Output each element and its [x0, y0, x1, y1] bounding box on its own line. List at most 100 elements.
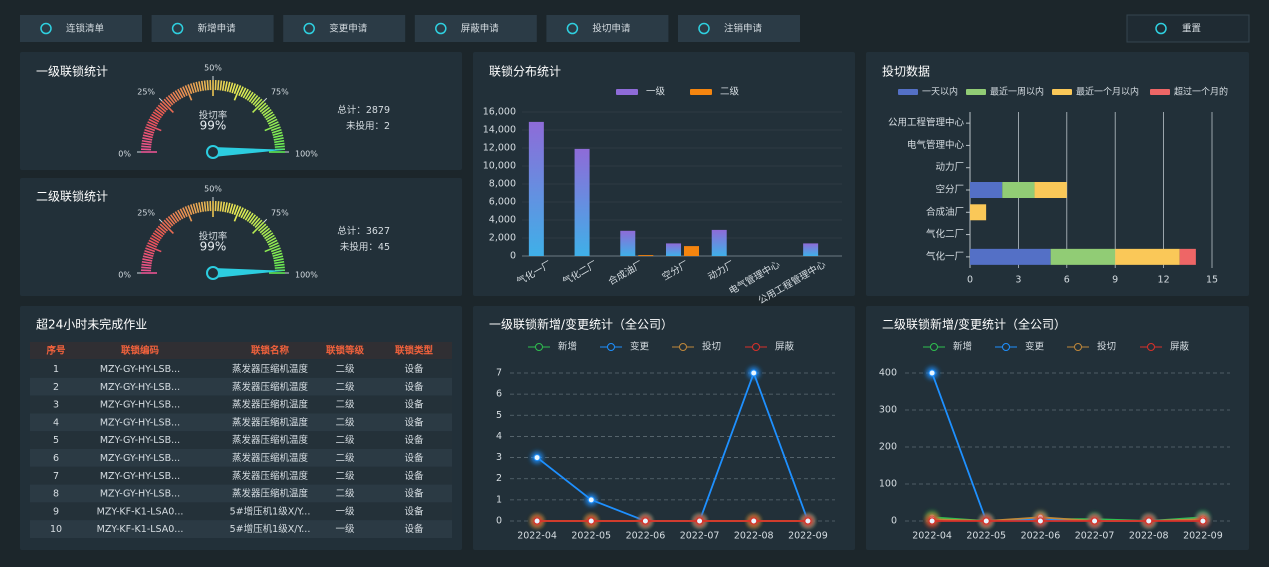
x-tick-label: 2022-06 — [1021, 531, 1061, 542]
button-label[interactable]: 屏蔽申请 — [461, 23, 500, 35]
gauge-band — [144, 128, 155, 134]
chart-title: 一级联锁统计 — [36, 64, 108, 79]
gauge-band — [254, 219, 263, 229]
gauge-band — [240, 87, 247, 98]
gauge-band — [142, 258, 153, 262]
gauge-band — [146, 123, 162, 132]
chart-title: 联锁分布统计 — [489, 64, 561, 79]
legend-label: 一天以内 — [922, 86, 958, 98]
button-label[interactable]: 新增申请 — [198, 23, 237, 35]
gauge-tick — [263, 97, 268, 102]
legend-label: 一级 — [646, 86, 666, 98]
y-tick-label: 14,000 — [483, 125, 516, 136]
gauge-band — [148, 239, 159, 246]
gauge-band — [219, 201, 223, 212]
gauge-band — [142, 134, 153, 139]
gauge-band — [270, 126, 281, 132]
gauge-band — [250, 215, 259, 225]
gauge-band — [250, 94, 259, 104]
gauge-band — [145, 126, 156, 132]
button-label[interactable]: 注销申请 — [724, 23, 763, 35]
gauge-band — [200, 201, 205, 212]
gauge-tick-label: 75% — [271, 209, 289, 218]
panel — [866, 306, 1249, 550]
x-tick-label: 2022-04 — [912, 531, 952, 542]
data-point — [533, 517, 541, 525]
legend-marker — [1002, 343, 1010, 351]
bar — [620, 230, 636, 256]
bar-segment — [1115, 248, 1180, 265]
table-cell: 设备 — [404, 434, 424, 446]
gauge-band — [159, 102, 169, 111]
gauge-band — [252, 100, 265, 113]
button-label[interactable]: 连锁清单 — [66, 23, 105, 35]
gauge-band — [206, 201, 209, 212]
legend-marker — [607, 343, 615, 351]
table-row — [30, 360, 452, 378]
table-cell: MZY-GY-HY-LSB... — [100, 489, 180, 500]
button-label[interactable]: 投切申请 — [592, 23, 631, 35]
gauge-band — [248, 93, 256, 103]
reset-button[interactable] — [1126, 14, 1250, 43]
legend-marker — [930, 343, 938, 351]
gauge-band — [141, 266, 152, 269]
gauge-band — [264, 111, 274, 119]
table-cell: 二级 — [335, 470, 355, 482]
y-tick-label: 400 — [879, 368, 897, 379]
gauge-band — [224, 81, 228, 92]
gauge-band — [152, 232, 162, 240]
gauge-band — [163, 219, 172, 229]
header-cell: 序号 — [46, 345, 66, 357]
x-tick-label: 2022-09 — [1183, 531, 1223, 542]
gauge-band — [221, 80, 226, 91]
table-cell: 5 — [53, 435, 59, 446]
gauge-value-label: 99% — [200, 240, 227, 254]
gauge-band — [264, 123, 280, 132]
stat-label: 总计： — [337, 225, 366, 237]
gauge-band — [145, 247, 156, 253]
gauge-band — [271, 128, 282, 134]
gauge-band — [268, 242, 279, 248]
table-cell: 2 — [53, 382, 59, 393]
gauge-band — [151, 113, 161, 121]
gauge-band — [154, 230, 164, 238]
gauge-band — [174, 90, 182, 100]
gauge-band — [226, 81, 231, 92]
gauge-band — [238, 207, 244, 218]
table-cell: 3 — [53, 400, 59, 411]
gauge-band — [144, 249, 155, 255]
y-tick-label: 动力厂 — [935, 161, 964, 173]
gauge-band — [267, 118, 278, 125]
table-row — [30, 377, 452, 396]
gauge-band — [143, 131, 154, 136]
gauge-band — [203, 80, 207, 91]
gauge-band — [273, 134, 284, 139]
button-label[interactable]: 变更申请 — [329, 23, 368, 35]
data-point — [1145, 517, 1153, 525]
y-tick-label: 2,000 — [489, 233, 516, 244]
gauge-band — [174, 211, 182, 221]
gauge-band — [159, 223, 169, 232]
table-cell: 设备 — [404, 470, 424, 482]
table-row — [30, 502, 452, 521]
table-cell: 蒸发器压缩机温度 — [232, 381, 309, 393]
y-tick-label: 4,000 — [489, 215, 516, 226]
legend-label: 最近一周以内 — [990, 86, 1044, 98]
gauge-value-name: 投切率 — [199, 110, 228, 122]
data-point — [641, 517, 649, 525]
table-cell: MZY-GY-HY-LSB... — [100, 364, 180, 375]
panel — [20, 178, 462, 296]
table-cell: 二级 — [335, 399, 355, 411]
x-tick-label: 2022-08 — [734, 531, 774, 542]
gauge-band — [261, 227, 271, 236]
gauge-band — [141, 263, 152, 267]
gauge-band — [192, 203, 197, 214]
table-cell: 二级 — [335, 452, 355, 464]
gauge-band — [240, 208, 247, 219]
stat-value: 3627 — [366, 226, 390, 237]
legend-label: 超过一个月的 — [1174, 86, 1228, 98]
button-label[interactable]: 重置 — [1182, 23, 1201, 35]
table-cell: MZY-GY-HY-LSB... — [100, 382, 180, 393]
panel — [20, 52, 462, 170]
